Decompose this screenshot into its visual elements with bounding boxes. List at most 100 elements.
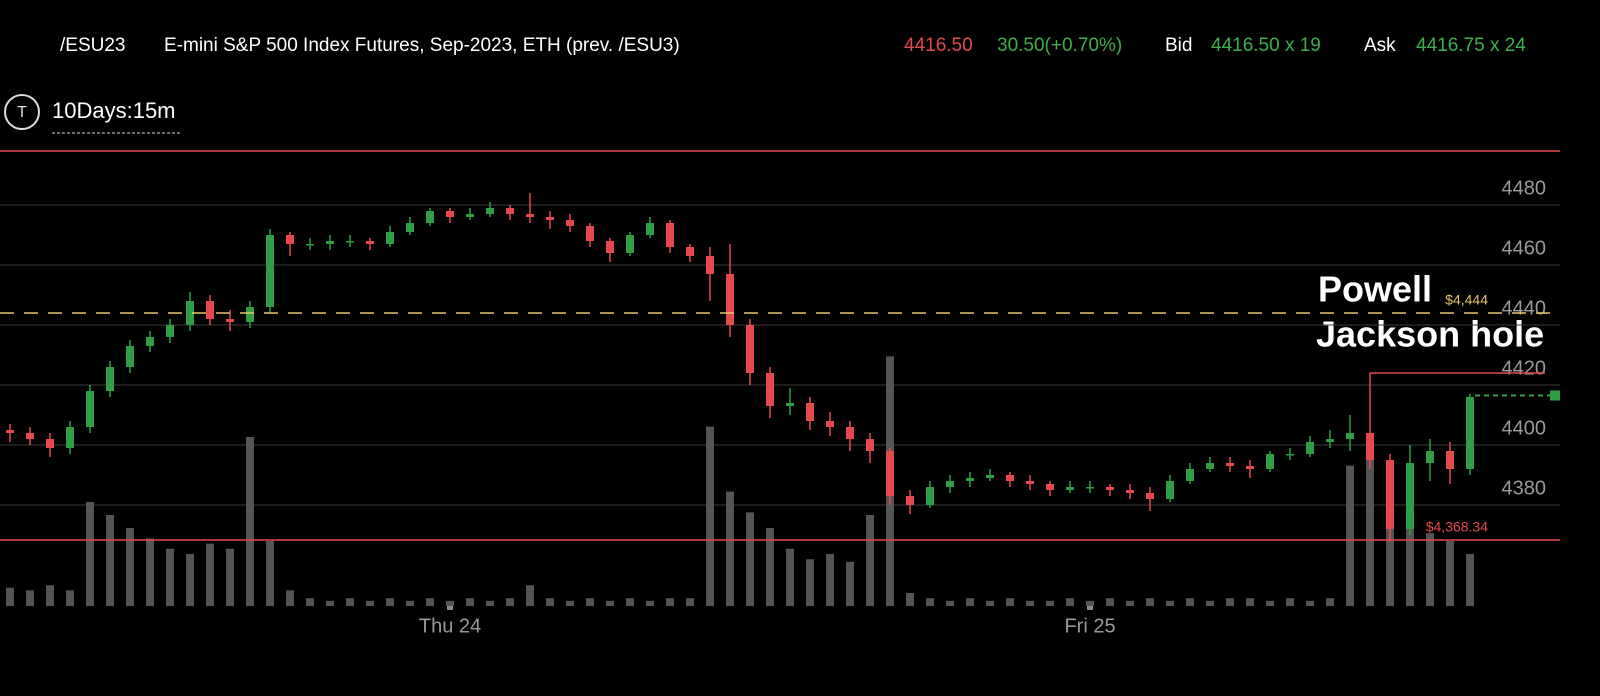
symbol[interactable]: /ESU23 [60, 35, 125, 56]
volume-bar [306, 598, 314, 606]
volume-bar [806, 559, 814, 606]
candle-body [1446, 451, 1454, 469]
candle-body [166, 325, 174, 337]
volume-bar [1086, 600, 1094, 606]
change: 30.50(+0.70%) [997, 35, 1122, 56]
volume-bar [1266, 600, 1274, 606]
volume-bar [866, 515, 874, 606]
volume-bar [826, 554, 834, 606]
volume-bar [786, 548, 794, 606]
candle-body [786, 403, 794, 406]
candle-body [426, 211, 434, 223]
volume-bar [226, 548, 234, 606]
last-price: 4416.50 [904, 35, 973, 56]
x-tick [1087, 606, 1093, 610]
candle-body [626, 235, 634, 253]
candle-body [806, 403, 814, 421]
candle-body [1026, 481, 1034, 484]
volume-bar [46, 585, 54, 606]
candle-body [766, 373, 774, 406]
candle-body [86, 391, 94, 427]
candle-body [1006, 475, 1014, 481]
candle-body [326, 241, 334, 244]
candle-body [546, 217, 554, 220]
volume-bar [6, 587, 14, 606]
candle-body [1466, 397, 1474, 469]
candle-body [146, 337, 154, 346]
volume-bar [126, 528, 134, 606]
volume-bar [1006, 598, 1014, 606]
candle-body [46, 439, 54, 448]
candle-body [1386, 460, 1394, 529]
y-tick-label: 4480 [1502, 177, 1547, 199]
candle-body [1106, 487, 1114, 490]
volume-bar [666, 598, 674, 606]
tool-icon-label: T [17, 104, 27, 121]
volume-bar [586, 598, 594, 606]
volume-bar [1306, 600, 1314, 606]
candle-body [666, 223, 674, 247]
candle-body [1286, 454, 1294, 456]
ask-label: Ask [1364, 35, 1396, 56]
volume-bar [1186, 598, 1194, 606]
candle-body [1086, 487, 1094, 489]
volume-bar [1366, 444, 1374, 606]
candle-body [606, 241, 614, 253]
candle-body [246, 307, 254, 322]
candle-body [1346, 433, 1354, 439]
candle-body [906, 496, 914, 505]
volume-bar [846, 561, 854, 606]
volume-bar [1246, 598, 1254, 606]
volume-bar [1406, 528, 1414, 606]
volume-bar [746, 512, 754, 606]
candle-body [1366, 433, 1374, 460]
candle-body [1066, 487, 1074, 490]
candle-body [826, 421, 834, 427]
candle-body [1166, 481, 1174, 499]
volume-bar [686, 598, 694, 606]
volume-bar [1206, 600, 1214, 606]
candle-body [106, 367, 114, 391]
candle-body [406, 223, 414, 232]
volume-bar [66, 590, 74, 606]
candle-body [306, 244, 314, 246]
volume-bar [286, 590, 294, 606]
bid: 4416.50 x 19 [1211, 35, 1321, 56]
candle-body [986, 475, 994, 478]
candle-body [946, 481, 954, 487]
volume-bar [1066, 598, 1074, 606]
volume-bar [346, 598, 354, 606]
candle-body [1246, 466, 1254, 469]
candle-body [686, 247, 694, 256]
volume-bar [1126, 600, 1134, 606]
candle-body [966, 478, 974, 481]
candle-body [586, 226, 594, 241]
x-tick-label: Fri 25 [1064, 615, 1115, 637]
volume-bar [166, 548, 174, 606]
candle-body [1186, 469, 1194, 481]
y-tick-label: 4420 [1502, 357, 1547, 379]
candle-body [446, 211, 454, 217]
candle-body [286, 235, 294, 244]
volume-bar [706, 426, 714, 606]
tool-icon[interactable] [4, 94, 40, 130]
candle-body [1206, 463, 1214, 469]
volume-bar [326, 600, 334, 606]
last-price-marker [1550, 390, 1560, 401]
x-tick [447, 606, 453, 610]
candle-body [1326, 439, 1334, 442]
interval[interactable]: 10Days:15m [52, 98, 176, 123]
y-tick-label: 4380 [1502, 477, 1547, 499]
volume-bar [946, 600, 954, 606]
volume-bar [906, 593, 914, 606]
candle-body [186, 301, 194, 325]
volume-bar [1046, 600, 1054, 606]
candle-body [1426, 451, 1434, 463]
volume-bar [726, 491, 734, 606]
annotation: Powell [1318, 269, 1432, 310]
volume-bar [266, 541, 274, 606]
candle-body [1226, 463, 1234, 466]
candle-body [506, 208, 514, 214]
